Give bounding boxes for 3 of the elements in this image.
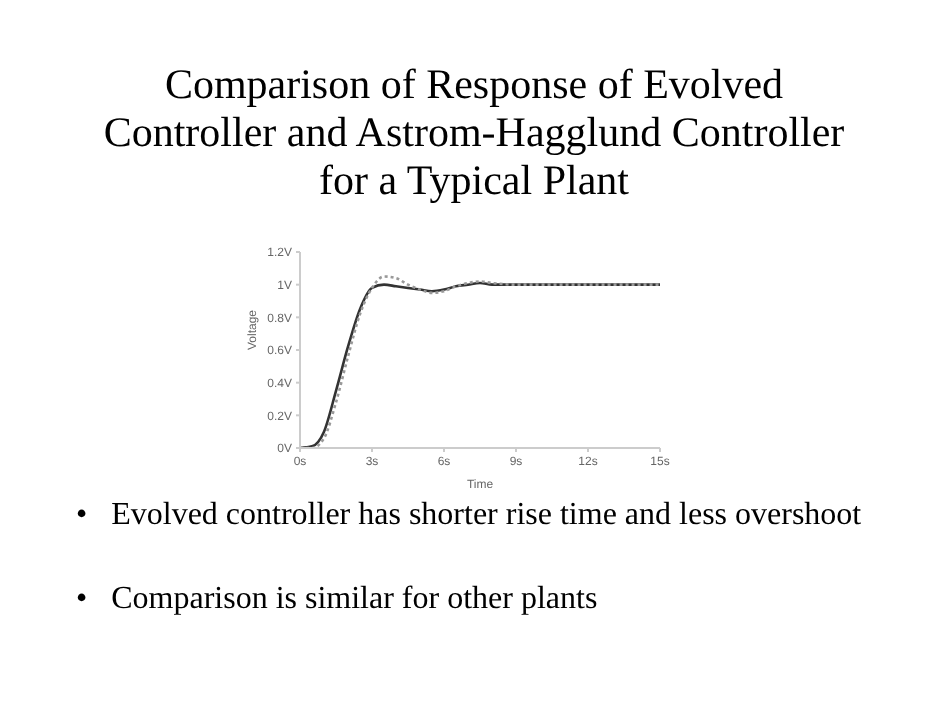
chart-title: Comparison of Response of Evolved Controller and Astrom-Hagglund Controller for a Typical Plant — [101, 60, 847, 204]
text: • Comparison is similar for other plants — [76, 580, 600, 620]
text: • Evolved controller has shorter rise time and less overshoot — [76, 496, 864, 536]
